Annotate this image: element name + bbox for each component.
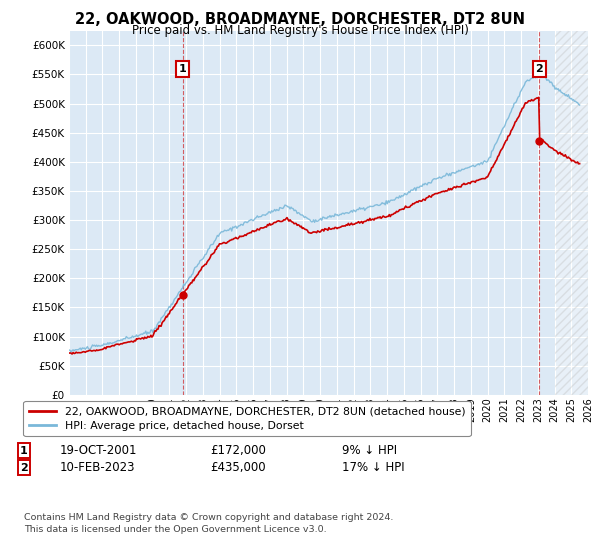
Text: 22, OAKWOOD, BROADMAYNE, DORCHESTER, DT2 8UN: 22, OAKWOOD, BROADMAYNE, DORCHESTER, DT2… [75, 12, 525, 27]
Text: 2: 2 [20, 463, 28, 473]
Text: 9% ↓ HPI: 9% ↓ HPI [342, 444, 397, 458]
Text: 1: 1 [179, 64, 187, 74]
Text: Price paid vs. HM Land Registry's House Price Index (HPI): Price paid vs. HM Land Registry's House … [131, 24, 469, 36]
Legend: 22, OAKWOOD, BROADMAYNE, DORCHESTER, DT2 8UN (detached house), HPI: Average pric: 22, OAKWOOD, BROADMAYNE, DORCHESTER, DT2… [23, 401, 470, 436]
Text: This data is licensed under the Open Government Licence v3.0.: This data is licensed under the Open Gov… [24, 525, 326, 534]
Text: 19-OCT-2001: 19-OCT-2001 [60, 444, 137, 458]
Text: 1: 1 [20, 446, 28, 456]
Text: Contains HM Land Registry data © Crown copyright and database right 2024.: Contains HM Land Registry data © Crown c… [24, 514, 394, 522]
Text: 2: 2 [536, 64, 544, 74]
Text: 10-FEB-2023: 10-FEB-2023 [60, 461, 136, 474]
Text: £172,000: £172,000 [210, 444, 266, 458]
Text: 17% ↓ HPI: 17% ↓ HPI [342, 461, 404, 474]
Text: £435,000: £435,000 [210, 461, 266, 474]
